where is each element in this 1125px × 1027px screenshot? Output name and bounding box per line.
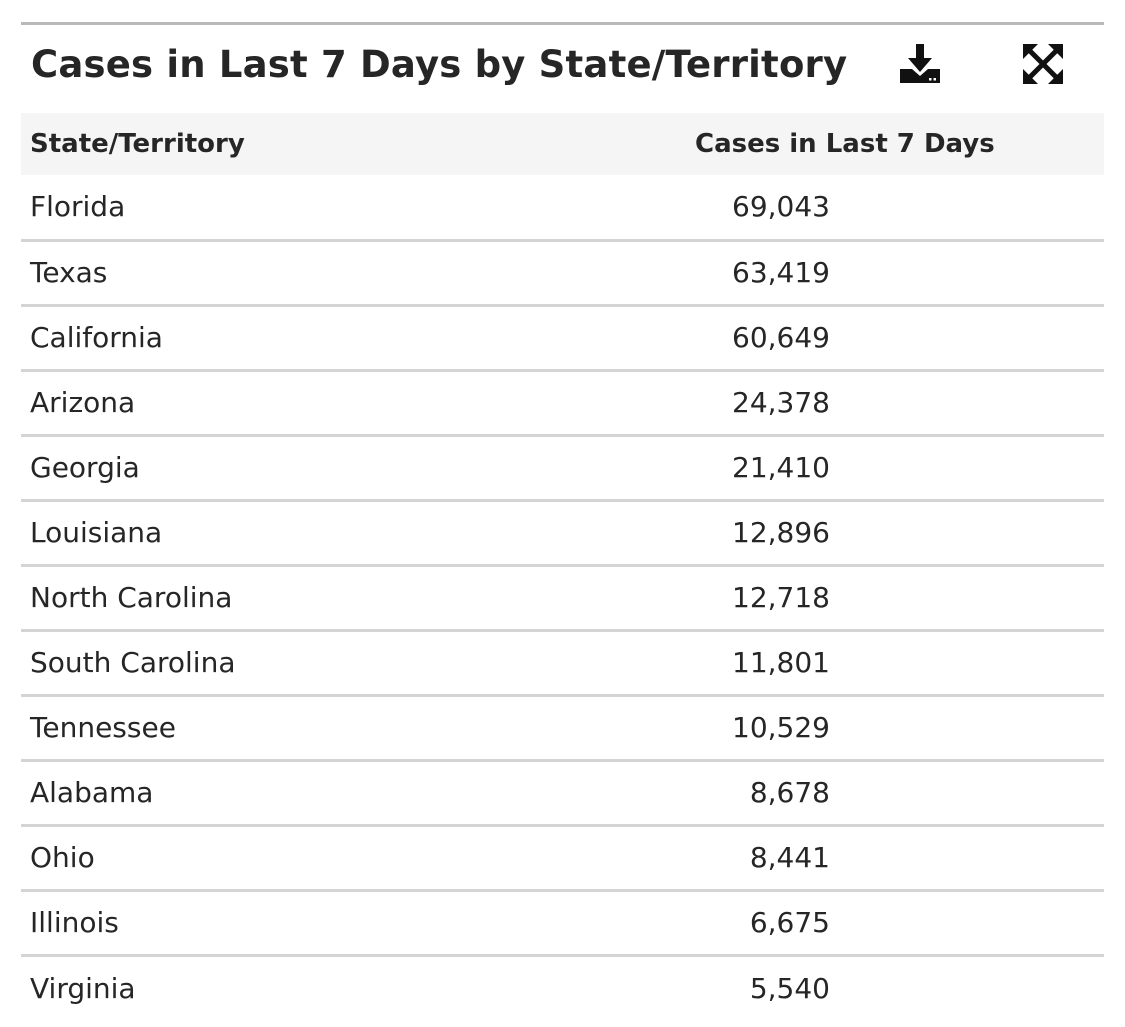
cases-cell: 21,410 xyxy=(732,451,830,484)
table-row: Tennessee 10,529 xyxy=(21,695,1104,760)
table-row: Texas 63,419 xyxy=(21,240,1104,305)
cases-cell: 11,801 xyxy=(732,646,830,679)
cases-cell: 12,896 xyxy=(732,516,830,549)
table-row: Illinois 6,675 xyxy=(21,890,1104,955)
state-cell: South Carolina xyxy=(30,646,236,679)
table-row: Georgia 21,410 xyxy=(21,435,1104,500)
column-header-state[interactable]: State/Territory xyxy=(30,129,245,159)
cases-cell: 12,718 xyxy=(732,581,830,614)
download-icon xyxy=(900,44,940,83)
widget-header: Cases in Last 7 Days by State/Territory xyxy=(21,25,1104,113)
state-cell: Alabama xyxy=(30,776,154,809)
table-row: South Carolina 11,801 xyxy=(21,630,1104,695)
column-header-cases[interactable]: Cases in Last 7 Days xyxy=(695,129,995,159)
state-cell: Ohio xyxy=(30,841,95,874)
table-header-row: State/Territory Cases in Last 7 Days xyxy=(21,113,1104,175)
cases-cell: 69,043 xyxy=(732,190,830,224)
state-cell: Georgia xyxy=(30,451,140,484)
table-row: Virginia 5,540 xyxy=(21,955,1104,1020)
state-cell: North Carolina xyxy=(30,581,233,614)
state-cell: Virginia xyxy=(30,971,136,1005)
state-cell: Louisiana xyxy=(30,516,163,549)
state-cell: Florida xyxy=(30,190,126,224)
cases-table: State/Territory Cases in Last 7 Days Flo… xyxy=(21,113,1104,1020)
state-cell: Illinois xyxy=(30,906,119,939)
table-row: Florida 69,043 xyxy=(21,175,1104,240)
state-cell: Texas xyxy=(30,256,108,289)
state-cell: Tennessee xyxy=(30,711,176,744)
cases-cell: 8,678 xyxy=(749,776,830,809)
expand-button[interactable] xyxy=(1020,41,1066,87)
cases-cell: 10,529 xyxy=(732,711,830,744)
cases-cell: 63,419 xyxy=(732,256,830,289)
cases-cell: 8,441 xyxy=(749,841,830,874)
table-row: Alabama 8,678 xyxy=(21,760,1104,825)
table-row: Ohio 8,441 xyxy=(21,825,1104,890)
table-row: North Carolina 12,718 xyxy=(21,565,1104,630)
cases-cell: 6,675 xyxy=(749,906,830,939)
state-cell: California xyxy=(30,321,163,354)
widget-title: Cases in Last 7 Days by State/Territory xyxy=(31,43,848,86)
table-row: California 60,649 xyxy=(21,305,1104,370)
download-button[interactable] xyxy=(897,41,943,87)
cases-widget: Cases in Last 7 Days by State/Territory xyxy=(21,22,1104,1020)
cases-cell: 60,649 xyxy=(732,321,830,354)
cases-cell: 24,378 xyxy=(732,386,830,419)
table-row: Louisiana 12,896 xyxy=(21,500,1104,565)
cases-cell: 5,540 xyxy=(749,971,830,1005)
state-cell: Arizona xyxy=(30,386,136,419)
expand-icon xyxy=(1023,44,1063,84)
table-row: Arizona 24,378 xyxy=(21,370,1104,435)
table-body: Florida 69,043 Texas 63,419 California 60,649… xyxy=(21,175,1104,1020)
